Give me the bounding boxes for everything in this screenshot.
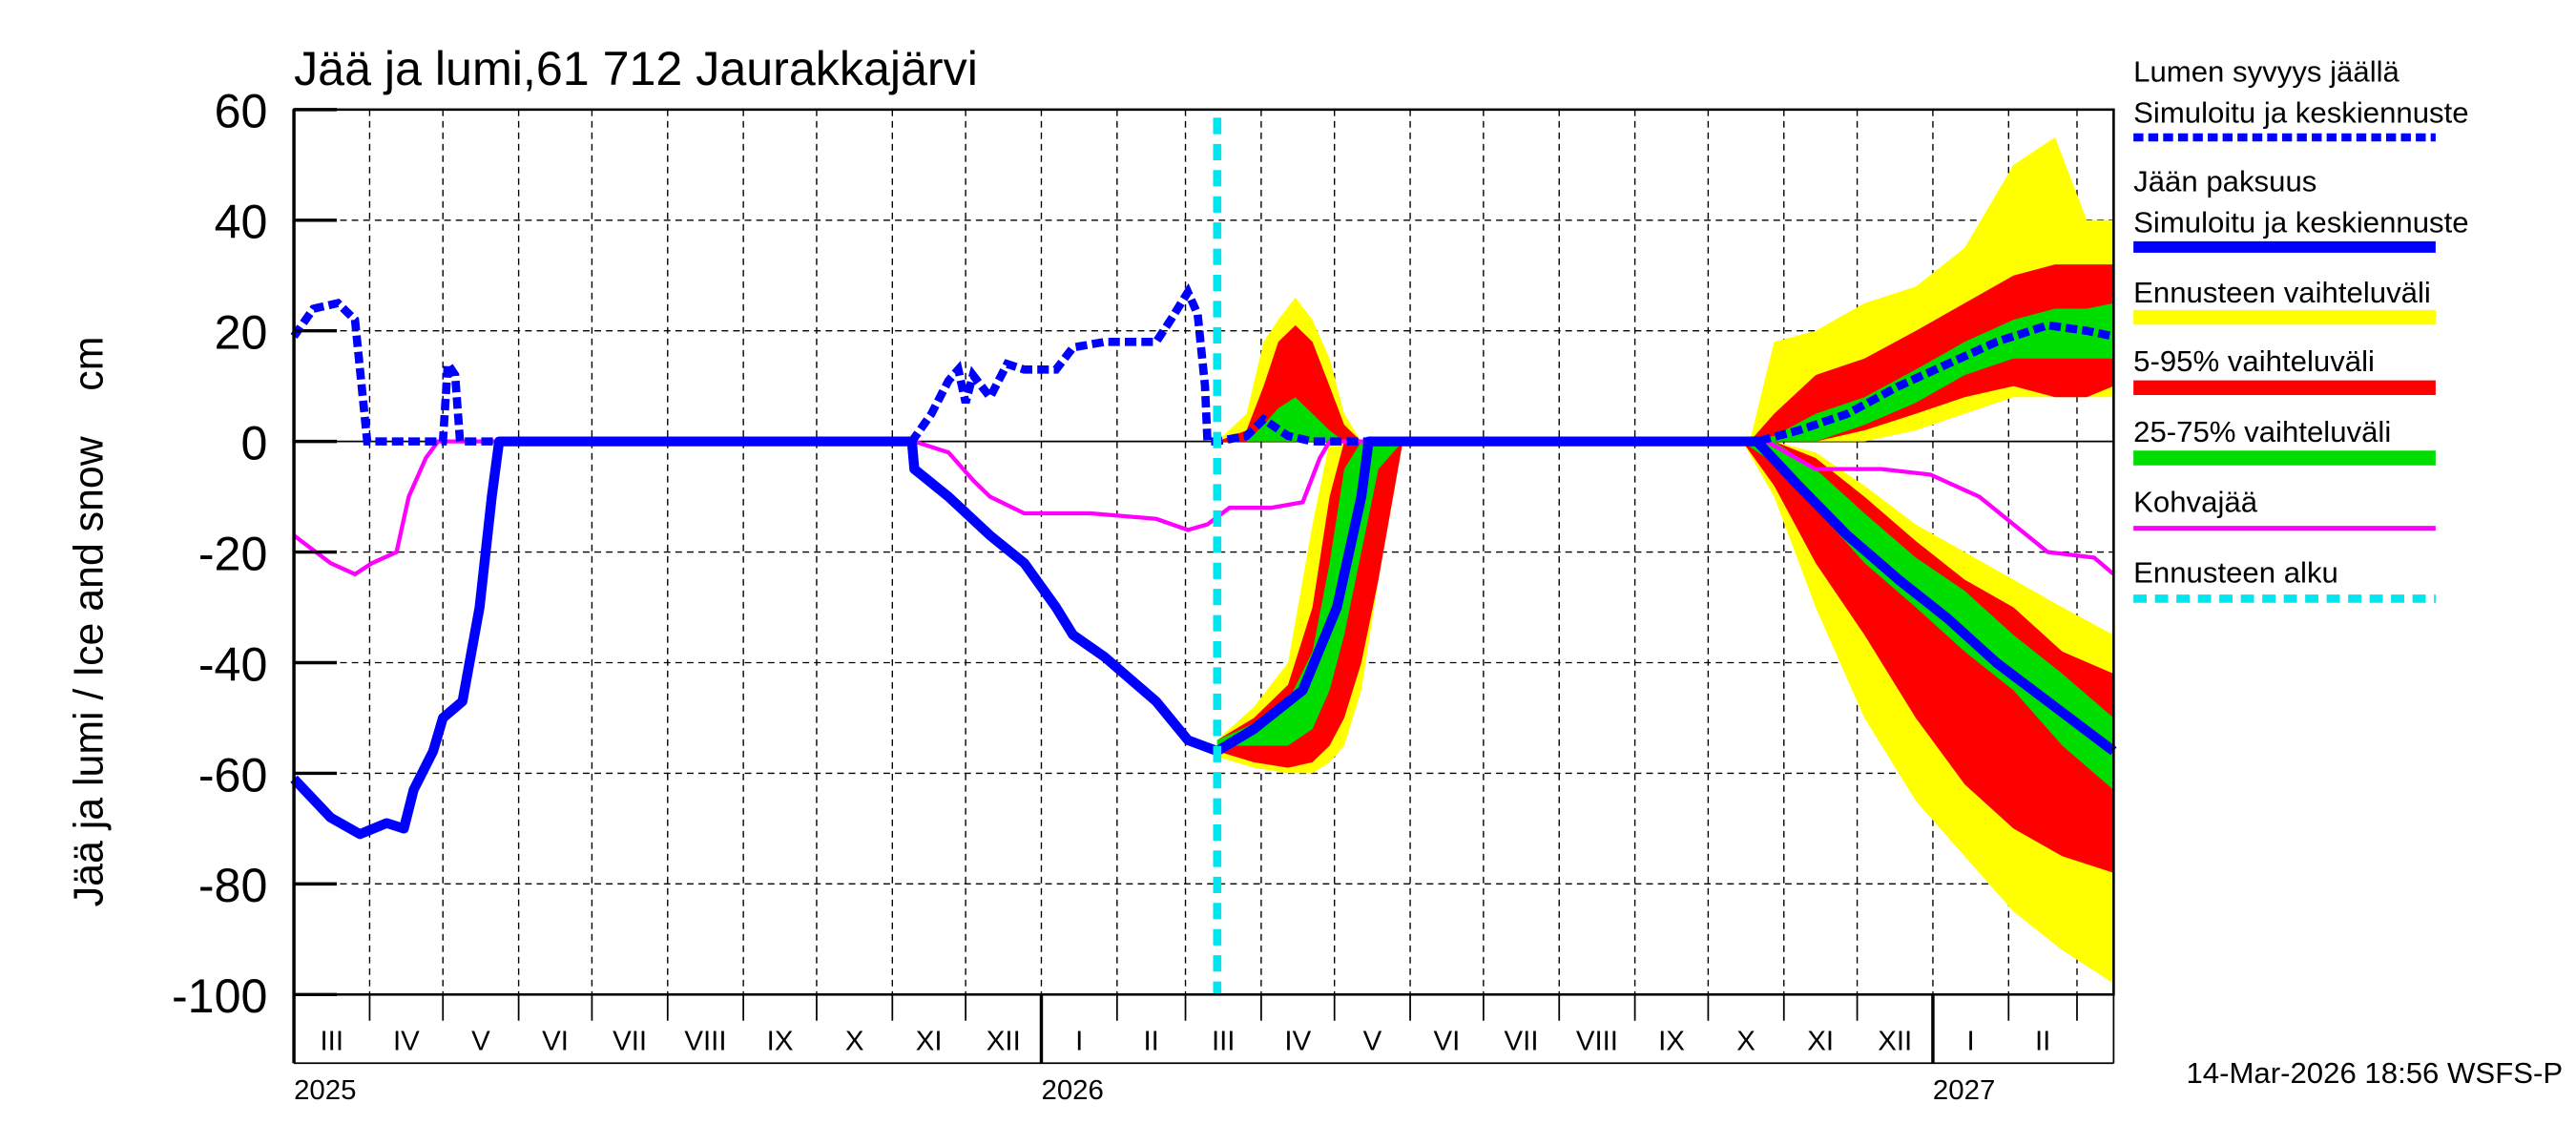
legend-ice-sub: Simuloitu ja keskiennuste [2133,206,2468,239]
month-label: III [320,1026,343,1057]
month-label: I [1967,1026,1975,1057]
legend: Lumen syvyys jäällä Simuloitu ja keskien… [2133,55,2469,603]
month-label: VII [1505,1026,1539,1057]
month-label: V [1363,1026,1382,1057]
month-label: IV [393,1026,420,1057]
month-label: IX [767,1026,794,1057]
axes: III IV V VI VII VIII IX X XI XII I II III IV V VI VII VII… [172,85,2115,1106]
month-label: VII [613,1026,647,1057]
month-label: VIII [684,1026,726,1057]
month-label: II [1144,1026,1159,1057]
y-tick-label: -20 [198,528,268,581]
month-label: VI [542,1026,569,1057]
y-tick-label: -100 [172,969,267,1023]
y-axis-label: Jää ja lumi / Ice and snow cm [66,337,112,907]
autumn_snow-p5-95-band [1749,264,2114,442]
y-tick-label: -40 [198,638,268,692]
legend-forecast-start: Ennusteen alku [2133,555,2338,589]
month-label: I [1075,1026,1083,1057]
month-label: XII [987,1026,1021,1057]
y-tick-label: 60 [215,85,268,138]
month-label: XI [916,1026,943,1057]
year-label: 2026 [1041,1074,1103,1106]
legend-p25-75: 25-75% vaihteluväli [2133,415,2391,448]
spring_snow-p5-95-band [1216,324,1361,442]
month-label: III [1212,1026,1236,1057]
year-label: 2027 [1933,1074,1995,1106]
legend-kohva: Kohvajää [2133,486,2258,519]
month-label: X [845,1026,864,1057]
month-label: X [1736,1026,1755,1057]
month-label: IV [1284,1026,1311,1057]
y-tick-label: -60 [198,749,268,802]
autumn_ice-p5-95-band [1742,441,2114,873]
legend-snow-sub: Simuloitu ja keskiennuste [2133,96,2468,130]
footer-timestamp: 14-Mar-2026 18:56 WSFS-P [2186,1056,2563,1090]
month-label: XII [1878,1026,1912,1057]
kohvajaa-line [292,439,2115,577]
legend-range: Ennusteen vaihteluväli [2133,276,2431,309]
y-tick-label: 40 [215,196,268,249]
month-label: II [2035,1026,2050,1057]
snow-depth-line [290,282,2115,446]
y-tick-label: -80 [198,859,268,912]
y-tick-label: 0 [240,417,267,470]
ice-thickness-line [290,436,2117,840]
year-label: 2025 [294,1074,356,1106]
month-label: IX [1658,1026,1685,1057]
month-label: XI [1807,1026,1834,1057]
spring_snow-p25-75-band [1216,397,1361,442]
legend-snow-title: Lumen syvyys jäällä [2133,55,2399,89]
y-tick-label: 20 [215,306,268,360]
month-label: VI [1434,1026,1461,1057]
month-label: VIII [1576,1026,1618,1057]
month-label: V [471,1026,490,1057]
chart-title: Jää ja lumi,61 712 Jaurakkajärvi [294,42,978,95]
series-lines [290,117,2117,995]
legend-p5-95: 5-95% vaihteluväli [2133,344,2375,378]
legend-ice-title: Jään paksuus [2133,165,2316,198]
